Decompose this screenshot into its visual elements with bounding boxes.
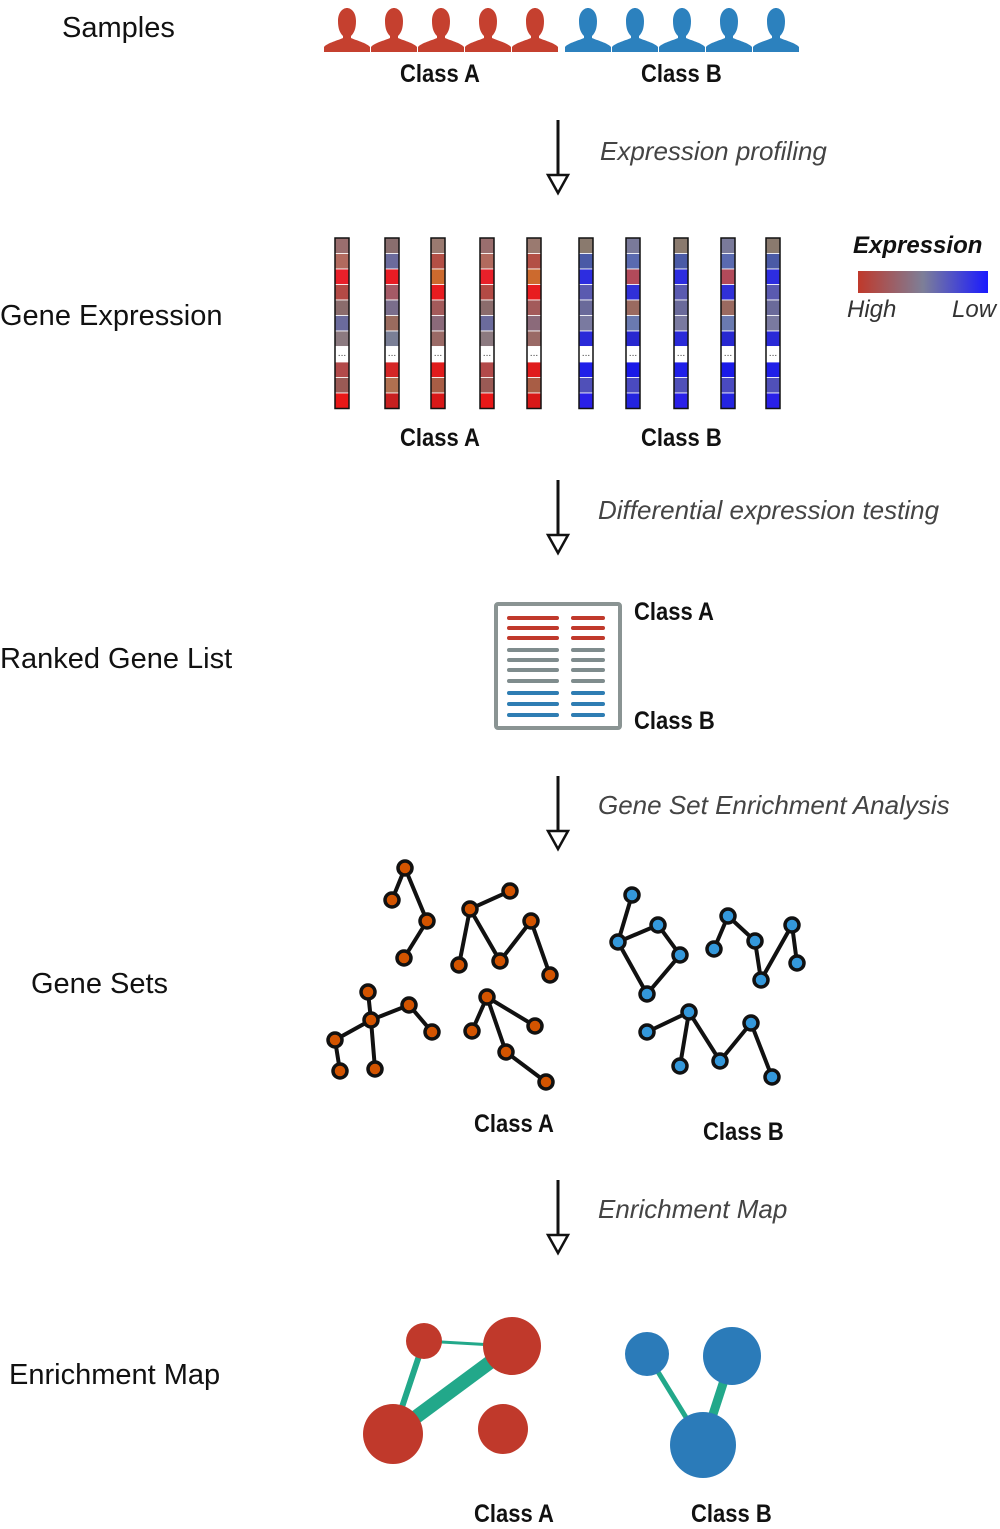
expression-column-frame bbox=[430, 237, 446, 410]
class-b-network-nodes bbox=[609, 886, 806, 1086]
expression-matrix bbox=[334, 237, 781, 410]
expression-column bbox=[765, 237, 781, 410]
step-label-gsea: Gene Set Enrichment Analysis bbox=[598, 790, 950, 820]
legend-high: High bbox=[847, 296, 897, 323]
stage-label-ranked-gene-list: Ranked Gene List bbox=[0, 643, 233, 675]
expression-column-frame bbox=[720, 237, 736, 410]
expression-gradient-bar bbox=[858, 271, 988, 293]
expression-column-frame bbox=[625, 237, 641, 410]
step-label-enrichment-map: Enrichment Map bbox=[598, 1194, 788, 1224]
class-a-enrichment-cluster bbox=[363, 1317, 541, 1464]
stage-label-samples: Samples bbox=[62, 12, 175, 44]
class-label-genesets-a: Class A bbox=[474, 1110, 554, 1138]
down-arrow-icon bbox=[545, 480, 571, 556]
expression-ellipsis: ... bbox=[676, 348, 686, 359]
class-label-map-b: Class B bbox=[691, 1500, 772, 1528]
stage-label-gene-expression: Gene Expression bbox=[0, 300, 223, 332]
expression-ellipsis: ... bbox=[433, 348, 443, 359]
class-label-map-a: Class A bbox=[474, 1500, 554, 1528]
class-a-network-nodes bbox=[326, 859, 559, 1091]
expression-column bbox=[673, 237, 689, 410]
legend-low: Low bbox=[952, 296, 997, 323]
expression-column-frame bbox=[673, 237, 689, 410]
class-label-samples-b: Class B bbox=[641, 60, 722, 88]
class-label-ranked-b: Class B bbox=[634, 707, 715, 735]
expression-column bbox=[526, 237, 542, 410]
legend-title: Expression bbox=[853, 232, 983, 259]
expression-column bbox=[720, 237, 736, 410]
expression-column bbox=[625, 237, 641, 410]
expression-column-frame bbox=[765, 237, 781, 410]
class-label-expression-a: Class A bbox=[400, 424, 480, 452]
expression-column bbox=[479, 237, 495, 410]
down-arrow-icon bbox=[545, 776, 571, 852]
expression-ellipsis: ... bbox=[529, 348, 539, 359]
expression-ellipsis: ... bbox=[387, 348, 397, 359]
down-arrow-icon bbox=[545, 1180, 571, 1256]
expression-column-frame bbox=[479, 237, 495, 410]
class-label-samples-a: Class A bbox=[400, 60, 480, 88]
expression-column-frame bbox=[384, 237, 400, 410]
stage-label-gene-sets: Gene Sets bbox=[31, 968, 169, 1000]
class-b-enrichment-cluster bbox=[625, 1327, 761, 1478]
expression-column bbox=[430, 237, 446, 410]
expression-ellipsis: ... bbox=[482, 348, 492, 359]
expression-ellipsis: ... bbox=[581, 348, 591, 359]
class-label-ranked-a: Class A bbox=[634, 598, 714, 626]
expression-ellipsis: ... bbox=[723, 348, 733, 359]
expression-column-frame bbox=[578, 237, 594, 410]
expression-ellipsis: ... bbox=[337, 348, 347, 359]
stage-label-enrichment-map: Enrichment Map bbox=[9, 1359, 221, 1391]
class-label-genesets-b: Class B bbox=[703, 1118, 784, 1146]
expression-ellipsis: ... bbox=[628, 348, 638, 359]
expression-column bbox=[578, 237, 594, 410]
expression-column-frame bbox=[526, 237, 542, 410]
down-arrow-icon bbox=[545, 120, 571, 196]
step-label-expression-profiling: Expression profiling bbox=[600, 136, 827, 166]
expression-column-frame bbox=[334, 237, 350, 410]
step-label-differential-testing: Differential expression testing bbox=[598, 495, 940, 525]
gene-sets-networks bbox=[326, 859, 806, 1091]
ranked-list-icon bbox=[494, 602, 622, 730]
expression-column bbox=[334, 237, 350, 410]
expression-column bbox=[384, 237, 400, 410]
class-label-expression-b: Class B bbox=[641, 424, 722, 452]
expression-ellipsis: ... bbox=[768, 348, 778, 359]
